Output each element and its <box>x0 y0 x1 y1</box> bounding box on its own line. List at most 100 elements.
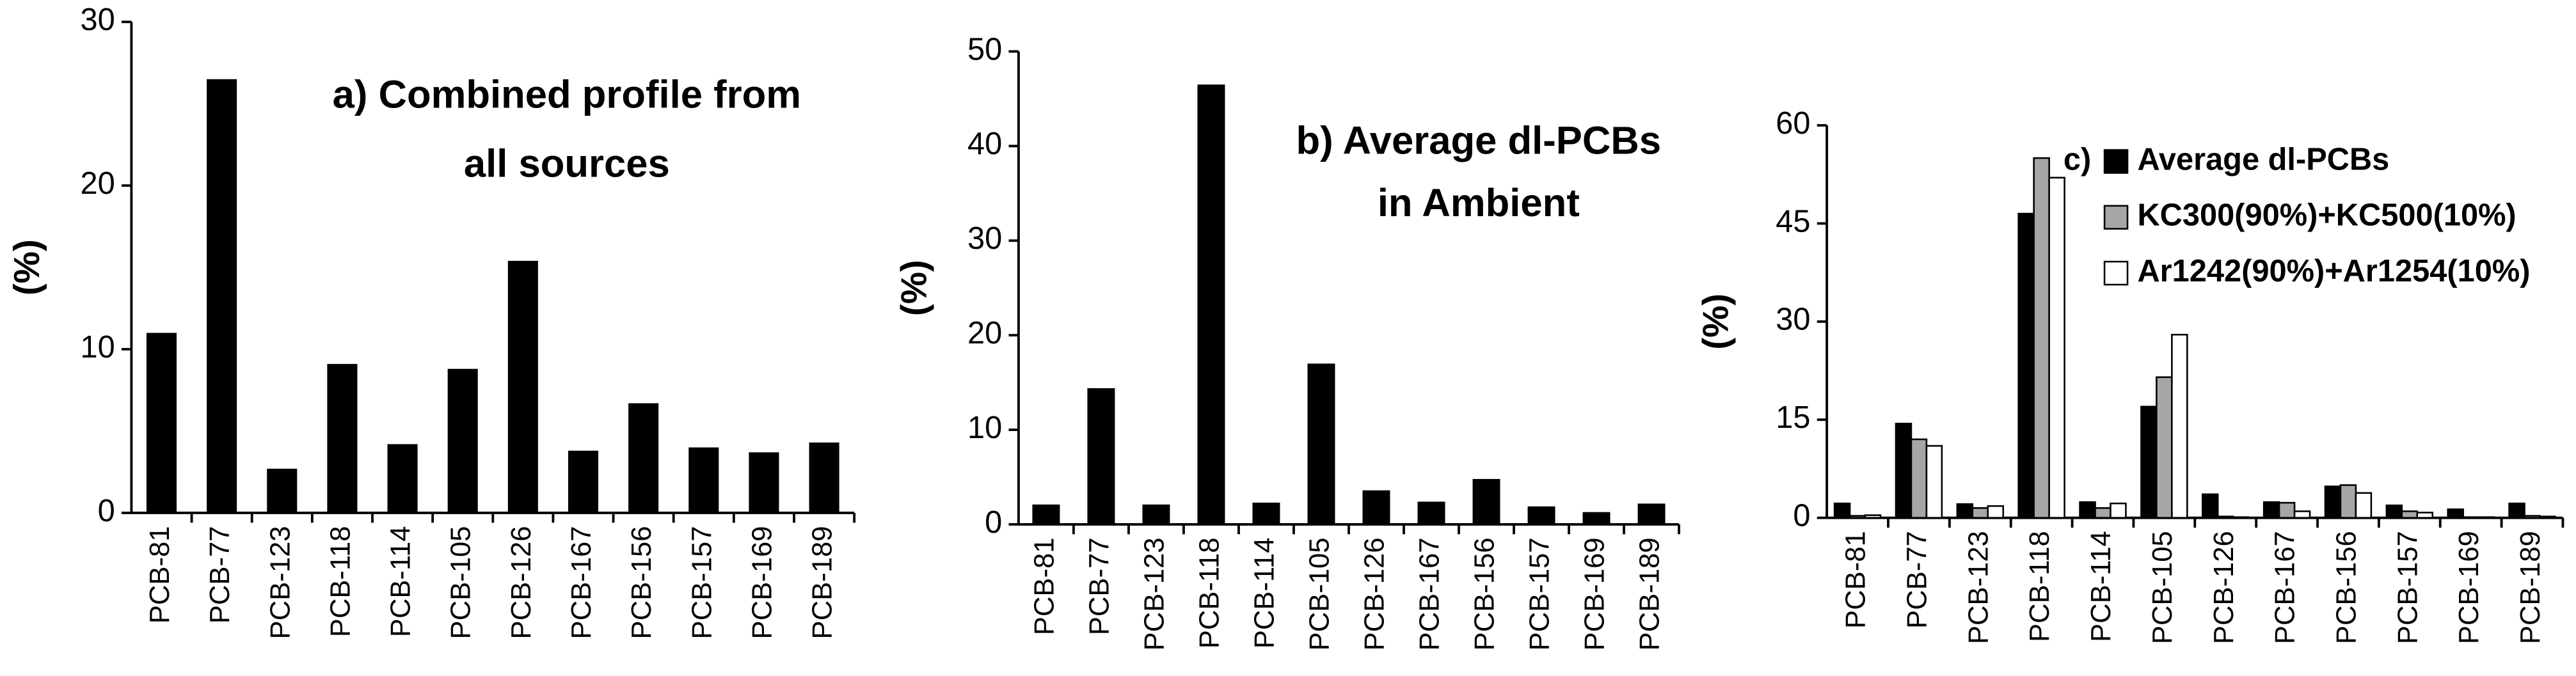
y-tick-label: 15 <box>1776 400 1810 435</box>
legend-swatch <box>2103 260 2129 286</box>
bar <box>2385 504 2403 519</box>
x-tick-label: PCB-156 <box>2330 531 2362 644</box>
bar <box>1582 512 1610 524</box>
chart-title: a) Combined profile from <box>333 73 801 117</box>
bar <box>749 452 779 513</box>
bar <box>207 79 237 513</box>
bar <box>507 260 538 513</box>
bar <box>2293 510 2311 519</box>
y-tick-label: 50 <box>967 32 1002 67</box>
bar <box>1925 444 1943 519</box>
y-tick-label: 0 <box>1793 499 1810 533</box>
chart-title: all sources <box>464 141 670 185</box>
x-tick-label: PCB-118 <box>2024 531 2055 642</box>
bar <box>2202 493 2219 519</box>
bar <box>2232 516 2250 519</box>
bar <box>2156 376 2173 519</box>
bar <box>146 333 177 513</box>
bar <box>1849 515 1866 519</box>
x-tick-label: PCB-157 <box>1524 537 1555 650</box>
bar <box>1417 501 1445 524</box>
bar <box>2079 501 2096 519</box>
x-tick-label: PCB-114 <box>2085 531 2117 642</box>
y-tick-label: 10 <box>80 330 115 365</box>
y-tick-label: 60 <box>1776 106 1810 141</box>
bar <box>2033 157 2050 519</box>
bar <box>1833 502 1851 519</box>
bar <box>2447 508 2464 519</box>
bar <box>1142 504 1170 524</box>
chart-title: c) <box>2063 142 2091 177</box>
bar <box>327 364 358 513</box>
bar <box>1956 503 1974 519</box>
x-tick-label: PCB-114 <box>1249 537 1280 648</box>
y-tick-label: 20 <box>967 316 1002 350</box>
bar <box>1637 503 1666 524</box>
x-tick-label: PCB-123 <box>1962 531 1994 644</box>
bar <box>1032 504 1060 524</box>
x-tick-label: PCB-81 <box>1028 537 1060 635</box>
x-tick-label: PCB-169 <box>1579 537 1610 650</box>
bar <box>2339 484 2357 519</box>
x-tick-label: PCB-167 <box>2270 531 2301 644</box>
bar <box>267 468 298 513</box>
x-tick-label: PCB-118 <box>324 526 356 637</box>
bar <box>1307 363 1335 524</box>
x-tick-label: PCB-105 <box>445 526 477 639</box>
x-tick-label: PCB-77 <box>1083 537 1115 635</box>
x-tick-label: PCB-123 <box>264 526 296 639</box>
bar <box>2524 515 2541 519</box>
bar <box>2171 333 2188 519</box>
bar <box>2110 502 2127 519</box>
y-axis-label: (%) <box>6 239 47 295</box>
bar <box>1087 388 1115 524</box>
bar <box>2401 510 2419 519</box>
legend-swatch <box>2103 205 2129 230</box>
bar <box>1864 514 1882 519</box>
x-tick-label: PCB-169 <box>746 526 777 639</box>
y-tick-label: 30 <box>967 221 1002 256</box>
bar <box>2462 516 2479 519</box>
x-tick-label: PCB-77 <box>204 526 235 624</box>
bar <box>2017 212 2035 519</box>
legend-label: KC300(90%)+KC500(10%) <box>2137 198 2516 233</box>
y-tick-label: 10 <box>967 411 1002 445</box>
bar <box>2416 512 2434 519</box>
x-tick-label: PCB-167 <box>566 526 597 639</box>
bar <box>2508 502 2525 519</box>
x-tick-label: PCB-157 <box>686 526 717 639</box>
x-tick-label: PCB-189 <box>1634 537 1666 650</box>
bar <box>1527 506 1555 524</box>
x-tick-label: PCB-167 <box>1414 537 1445 650</box>
y-tick-label: 40 <box>967 127 1002 161</box>
bar <box>1252 502 1280 524</box>
bar <box>2262 501 2280 519</box>
x-tick-label: PCB-156 <box>1469 537 1500 650</box>
bar <box>2216 515 2234 519</box>
x-tick-label: PCB-105 <box>2147 531 2178 644</box>
chart-title: b) Average dl-PCBs <box>1296 119 1662 163</box>
x-tick-label: PCB-118 <box>1193 537 1225 648</box>
bar <box>1472 478 1500 524</box>
y-tick-label: 0 <box>98 494 115 528</box>
bar <box>1197 84 1225 524</box>
legend-swatch <box>2103 149 2129 174</box>
x-tick-label: PCB-126 <box>505 526 537 639</box>
bar <box>809 442 839 513</box>
x-tick-label: PCB-126 <box>1359 537 1390 650</box>
y-axis-label: (%) <box>894 260 934 316</box>
y-tick-label: 30 <box>80 3 115 37</box>
y-tick-label: 30 <box>1776 303 1810 337</box>
bar <box>2539 515 2556 519</box>
x-tick-label: PCB-189 <box>2515 531 2546 644</box>
bar <box>1987 505 2005 519</box>
y-tick-label: 0 <box>985 505 1002 540</box>
bar <box>2140 405 2158 519</box>
x-tick-label: PCB-126 <box>2208 531 2239 644</box>
chart-title: in Ambient <box>1378 181 1580 225</box>
y-axis-label: (%) <box>1696 294 1736 350</box>
y-tick-label: 20 <box>80 166 115 201</box>
x-tick-label: PCB-77 <box>1901 531 1932 629</box>
x-tick-label: PCB-81 <box>144 526 175 624</box>
